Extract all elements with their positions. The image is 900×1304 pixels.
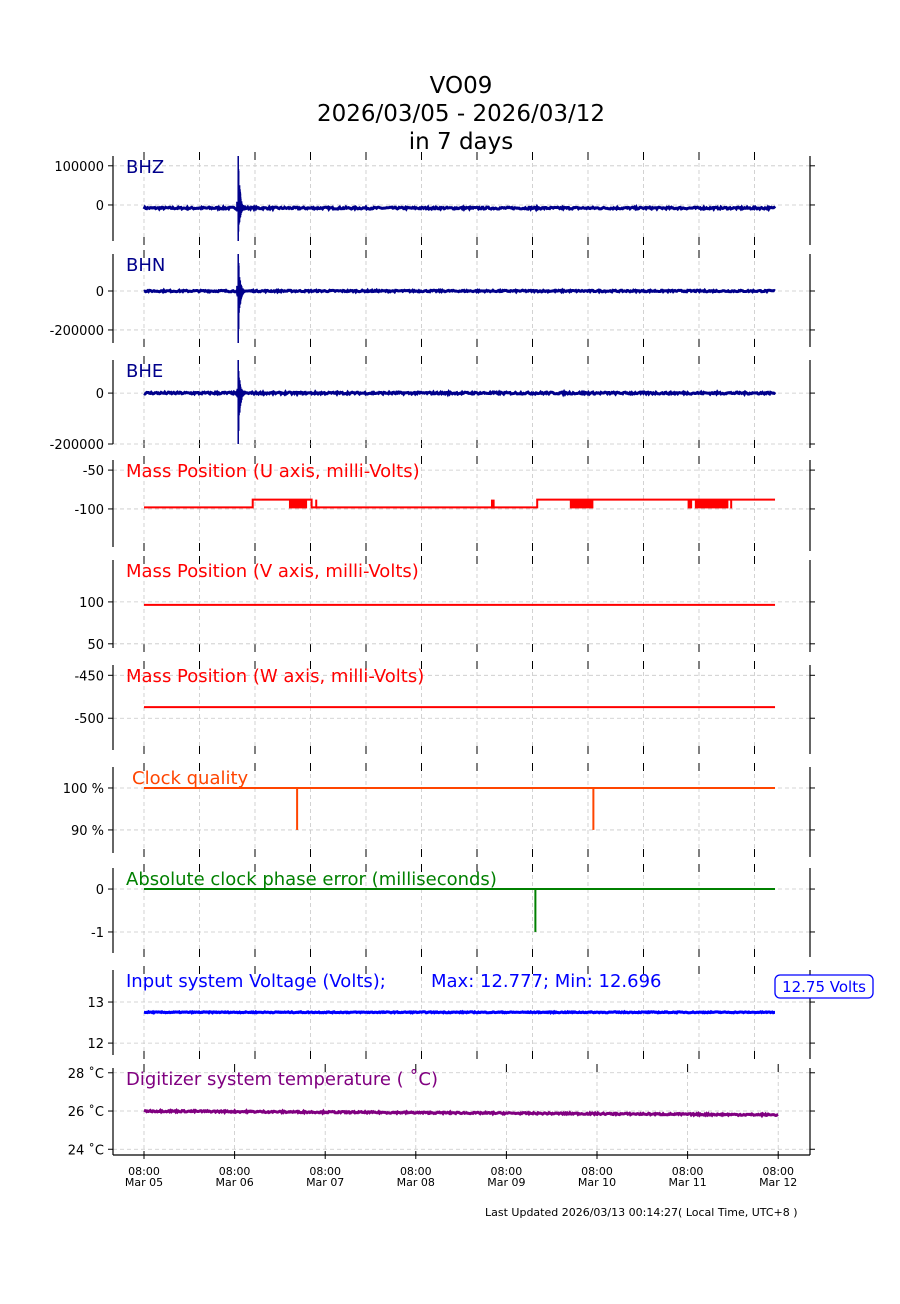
data-trace <box>143 388 777 398</box>
data-trace <box>143 287 776 295</box>
series-bhz <box>142 156 777 241</box>
panel-mass-v: 100 50 Mass Position (V axis, milli-Volts) <box>79 556 815 653</box>
toggle-segment <box>569 499 594 509</box>
y-tick-label: 0 <box>96 285 104 300</box>
y-tick-label: 100 <box>79 596 104 611</box>
x-tick-date-label: Mar 07 <box>306 1176 344 1189</box>
seismic-event-burst <box>236 156 247 241</box>
y-tick-label: 26 ˚C <box>68 1104 104 1120</box>
x-tick-date-label: Mar 12 <box>759 1176 797 1189</box>
panel-mass-u: -50 -100 Mass Position (U axis, milli-Volt… <box>74 456 815 551</box>
x-tick-date-label: Mar 06 <box>215 1176 253 1189</box>
series-mass-u <box>144 498 776 509</box>
panel-clock-phase-error: 0 -1 Absolute clock phase error (milliseco… <box>91 864 815 957</box>
last-updated-footer: Last Updated 2026/03/13 00:14:27( Local … <box>485 1206 798 1219</box>
series-clock-phase-error <box>144 888 776 932</box>
panel-label: Mass Position (V axis, milli-Volts) <box>126 561 419 582</box>
panel-label: BHN <box>126 255 165 276</box>
series-clock-quality <box>144 786 776 830</box>
seismic-event-burst <box>236 254 247 343</box>
y-tick-label: -100 <box>74 503 104 518</box>
panel-bhe: 0 -200000 BHE <box>50 356 815 453</box>
panel-input-voltage: 13 12 Input system Voltage (Volts); Max: 12… <box>87 966 874 1059</box>
panel-label: Mass Position (U axis, milli-Volts) <box>126 461 420 482</box>
x-tick-date-label: Mar 05 <box>125 1176 163 1189</box>
y-tick-label: 50 <box>87 638 104 653</box>
toggle-segment <box>687 499 693 509</box>
panel-label: BHE <box>126 361 163 382</box>
voltage-badge: 12.75 Volts <box>782 978 866 996</box>
chart-title-line-1: VO09 <box>430 73 493 99</box>
toggle-segment <box>315 499 318 509</box>
panel-label: Clock quality <box>132 768 249 789</box>
panel-label: BHZ <box>126 157 164 178</box>
x-tick-time-label: 08:00 <box>400 1165 432 1178</box>
y-tick-label: 100000 <box>54 160 104 175</box>
y-tick-label: -200000 <box>50 438 104 453</box>
voltage-badge-box <box>774 974 874 999</box>
data-trace <box>143 1009 775 1015</box>
y-tick-label: -200000 <box>50 324 104 339</box>
x-tick-date-label: Mar 09 <box>487 1176 525 1189</box>
toggle-segment <box>288 499 308 509</box>
panel-label: Digitizer system temperature ( ˚C) <box>126 1069 438 1090</box>
y-tick-label: -1 <box>91 926 104 941</box>
panel-label: Input system Voltage (Volts); <box>126 971 386 992</box>
x-tick-time-label: 08:00 <box>581 1165 613 1178</box>
series-input-voltage <box>143 1009 775 1015</box>
toggle-segment <box>694 499 729 509</box>
y-tick-label: 24 ˚C <box>68 1142 104 1158</box>
y-tick-label: -450 <box>74 669 104 684</box>
y-tick-label: 90 % <box>71 824 104 839</box>
x-tick-date-label: Mar 08 <box>397 1176 435 1189</box>
panel-bhn: 0 -200000 BHN <box>50 250 815 347</box>
y-tick-label: 0 <box>96 387 104 402</box>
y-tick-label: 100 % <box>63 782 104 797</box>
toggle-segment <box>730 499 733 509</box>
chart-title-line-3: in 7 days <box>409 129 514 155</box>
voltage-stats: Max: 12.777; Min: 12.696 <box>431 971 661 992</box>
y-tick-label: 0 <box>96 883 104 898</box>
toggle-segment <box>490 499 495 509</box>
series-bhe <box>143 360 777 444</box>
y-tick-label: -50 <box>83 464 104 479</box>
data-trace <box>143 1107 779 1119</box>
y-tick-label: 13 <box>87 996 104 1011</box>
x-tick-time-label: 08:00 <box>762 1165 794 1178</box>
x-tick-time-label: 08:00 <box>309 1165 341 1178</box>
x-tick-date-label: Mar 11 <box>668 1176 706 1189</box>
series-digitizer-temp <box>143 1107 779 1119</box>
x-tick-time-label: 08:00 <box>491 1165 523 1178</box>
panel-bhz: 100000 0 BHZ <box>54 152 815 245</box>
x-tick-date-label: Mar 10 <box>578 1176 616 1189</box>
x-tick-time-label: 08:00 <box>219 1165 251 1178</box>
data-trace <box>142 203 777 213</box>
y-tick-label: 12 <box>87 1037 104 1052</box>
panel-label: Mass Position (W axis, milli-Volts) <box>126 666 424 687</box>
y-tick-label: -500 <box>74 712 104 727</box>
series-bhn <box>143 254 776 343</box>
x-tick-time-label: 08:00 <box>672 1165 704 1178</box>
y-tick-label: 28 ˚C <box>68 1066 104 1082</box>
seismic-event-burst <box>236 360 247 444</box>
panel-label: Absolute clock phase error (milliseconds… <box>126 869 497 890</box>
panel-clock-quality: 100 % 90 % Clock quality <box>63 763 815 857</box>
chart-title-line-2: 2026/03/05 - 2026/03/12 <box>317 101 605 127</box>
panel-mass-w: -450 -500 Mass Position (W axis, milli-Vol… <box>74 661 815 754</box>
x-tick-time-label: 08:00 <box>128 1165 160 1178</box>
y-tick-label: 0 <box>96 199 104 214</box>
data-trace <box>144 498 776 509</box>
